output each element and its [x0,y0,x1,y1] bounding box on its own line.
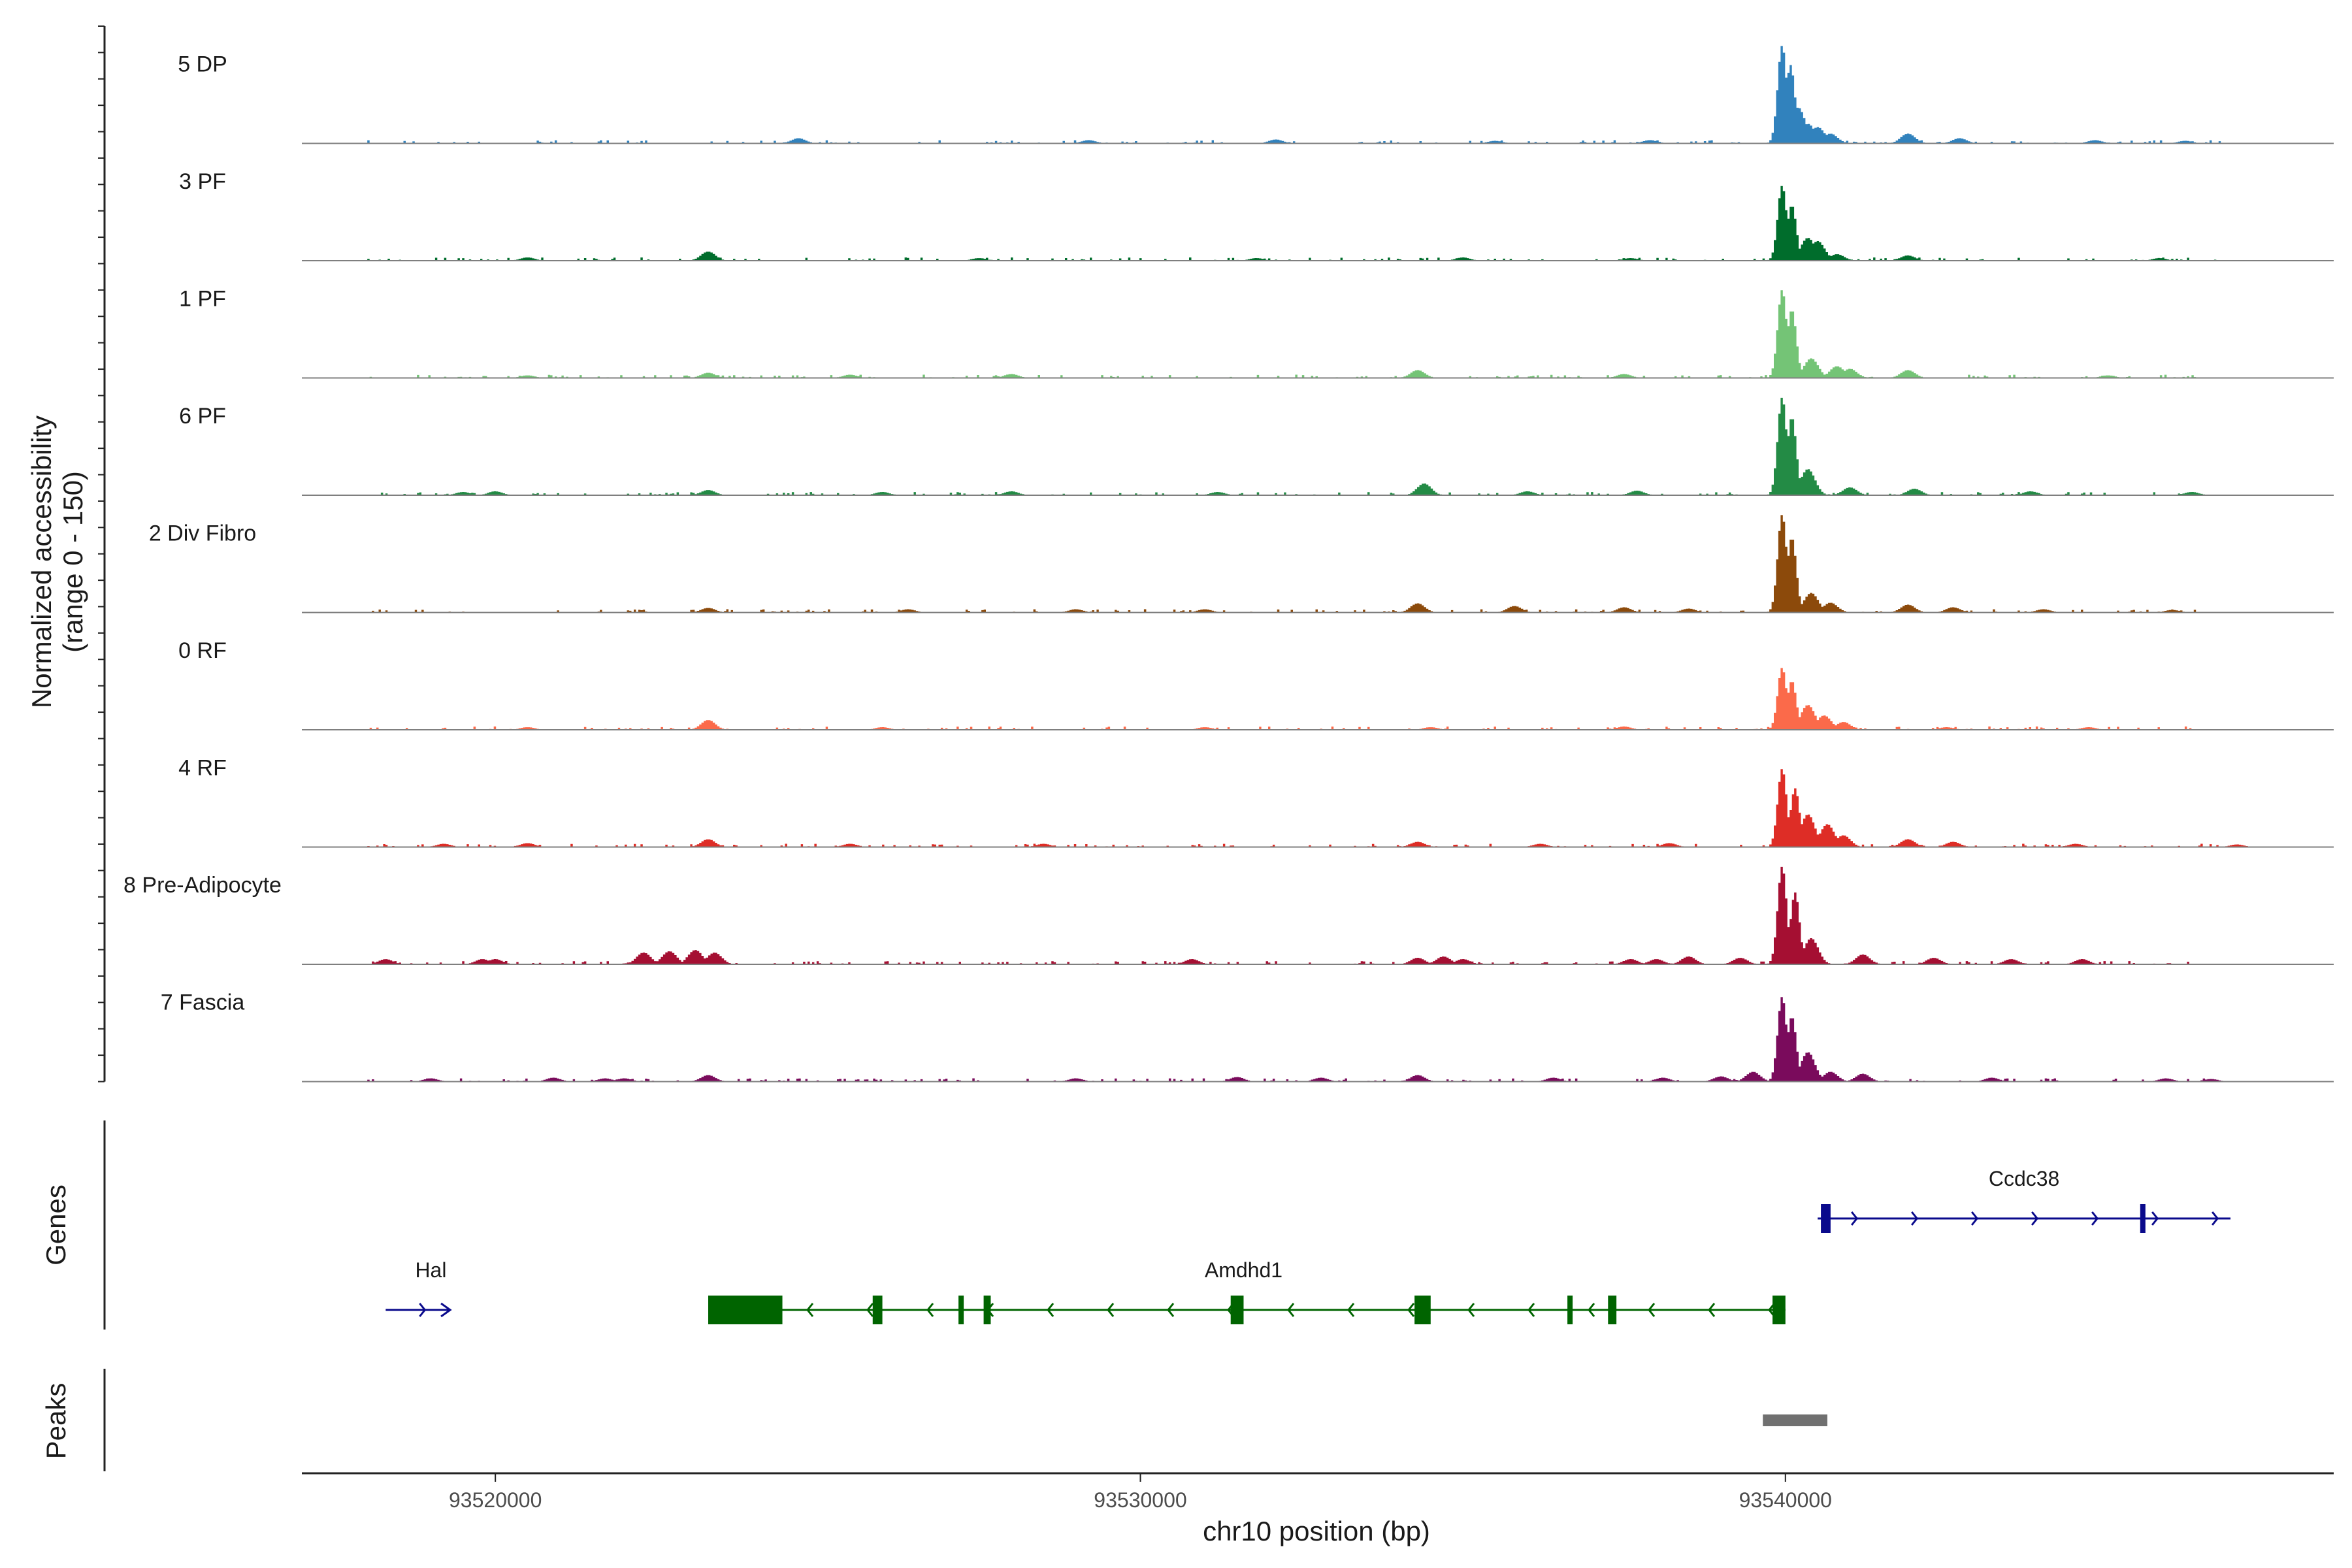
peak-region [1763,1414,1827,1426]
strand-arrow [1287,1303,1295,1317]
strand-arrow [2151,1211,2159,1226]
gene-label: Ccdc38 [1989,1167,2060,1190]
exon-block [1772,1296,1786,1324]
track-label: 1 PF [179,287,226,312]
strand-arrow [1910,1211,1919,1226]
track-label: 8 Pre-Adipocyte [123,873,282,898]
strand-arrow [1107,1303,1115,1317]
gene-model: Ccdc38 [1818,1167,2231,1233]
exon-block [1414,1296,1431,1324]
exon-block [1608,1296,1617,1324]
coverage-area [302,515,2334,613]
strand-arrow [926,1303,934,1317]
track-label: 4 RF [178,756,227,781]
gene-model: Hal [385,1258,452,1318]
coverage-area [302,668,2334,730]
exon-block [1230,1296,1244,1324]
coverage-area [302,397,2334,495]
strand-arrow [1347,1303,1355,1317]
exon-block [872,1296,883,1324]
exon-block [1821,1204,1831,1233]
strand-arrow [2091,1211,2099,1226]
strand-arrow [1850,1211,1859,1226]
y-axis-subtitle: (range 0 - 150) [57,471,88,653]
strand-arrow [440,1302,452,1318]
strand-arrow [1648,1303,1656,1317]
coverage-track: 7 Fascia [161,990,2334,1083]
y-axis-title: Normalized accessibility [26,416,57,708]
coverage-track: 2 Div Fibro [149,515,2334,613]
coverage-track: 0 RF [178,638,2334,730]
track-label: 5 DP [178,52,227,77]
strand-arrow [419,1303,427,1317]
x-tick-label: 93520000 [449,1488,542,1512]
coverage-tracks: 5 DP 3 PF 1 PF 6 PF 2 Div Fibro 0 RF 4 RF 8 Pre… [98,25,2334,1083]
exon-block [983,1296,991,1324]
exon-block [1567,1296,1573,1324]
strand-arrow [1167,1303,1175,1317]
x-axis: 93520000 93530000 93540000 [302,1472,2334,1512]
exon-block [708,1296,783,1324]
track-label: 2 Div Fibro [149,521,256,546]
strand-arrow [1407,1303,1415,1317]
track-label: 0 RF [178,638,227,663]
strand-arrow [866,1303,874,1317]
peaks-panel-label: Peaks [41,1383,71,1460]
strand-arrow [1708,1303,1716,1317]
coverage-track: 4 RF [178,756,2334,848]
strand-arrow [1588,1303,1595,1317]
strand-arrow [1527,1303,1535,1317]
coverage-area [302,769,2334,847]
coverage-area [302,866,2334,964]
coverage-area [302,46,2334,144]
track-label: 3 PF [179,169,226,194]
coverage-track: 5 DP [178,46,2334,144]
peaks-track [103,1369,1827,1471]
coverage-area [302,186,2334,261]
strand-arrow [2211,1211,2219,1226]
exon-block [958,1296,964,1324]
gene-label: Amdhd1 [1205,1258,1282,1282]
coverage-track: 3 PF [179,169,2334,261]
strand-arrow [1970,1211,1979,1226]
strand-arrow [806,1303,814,1317]
coverage-track: 6 PF [179,397,2334,496]
coverage-area [302,290,2334,378]
coverage-track: 8 Pre-Adipocyte [123,866,2334,965]
exon-block [2140,1204,2146,1233]
track-label: 7 Fascia [161,990,245,1015]
gene-label: Hal [415,1258,446,1282]
x-tick-label: 93540000 [1739,1488,1832,1512]
coverage-track: 1 PF [179,287,2334,379]
gene-model: Amdhd1 [708,1258,1786,1324]
genes-panel-label: Genes [41,1184,71,1266]
gene-track: Hal Amdhd1 Ccdc38 [103,1120,2231,1330]
strand-arrow [1047,1303,1054,1317]
strand-arrow [1467,1303,1475,1317]
x-axis-title: chr10 position (bp) [1203,1516,1430,1546]
x-tick-label: 93530000 [1094,1488,1186,1512]
track-label: 6 PF [179,404,226,429]
strand-arrow [2031,1211,2039,1226]
coverage-area [302,997,2334,1082]
